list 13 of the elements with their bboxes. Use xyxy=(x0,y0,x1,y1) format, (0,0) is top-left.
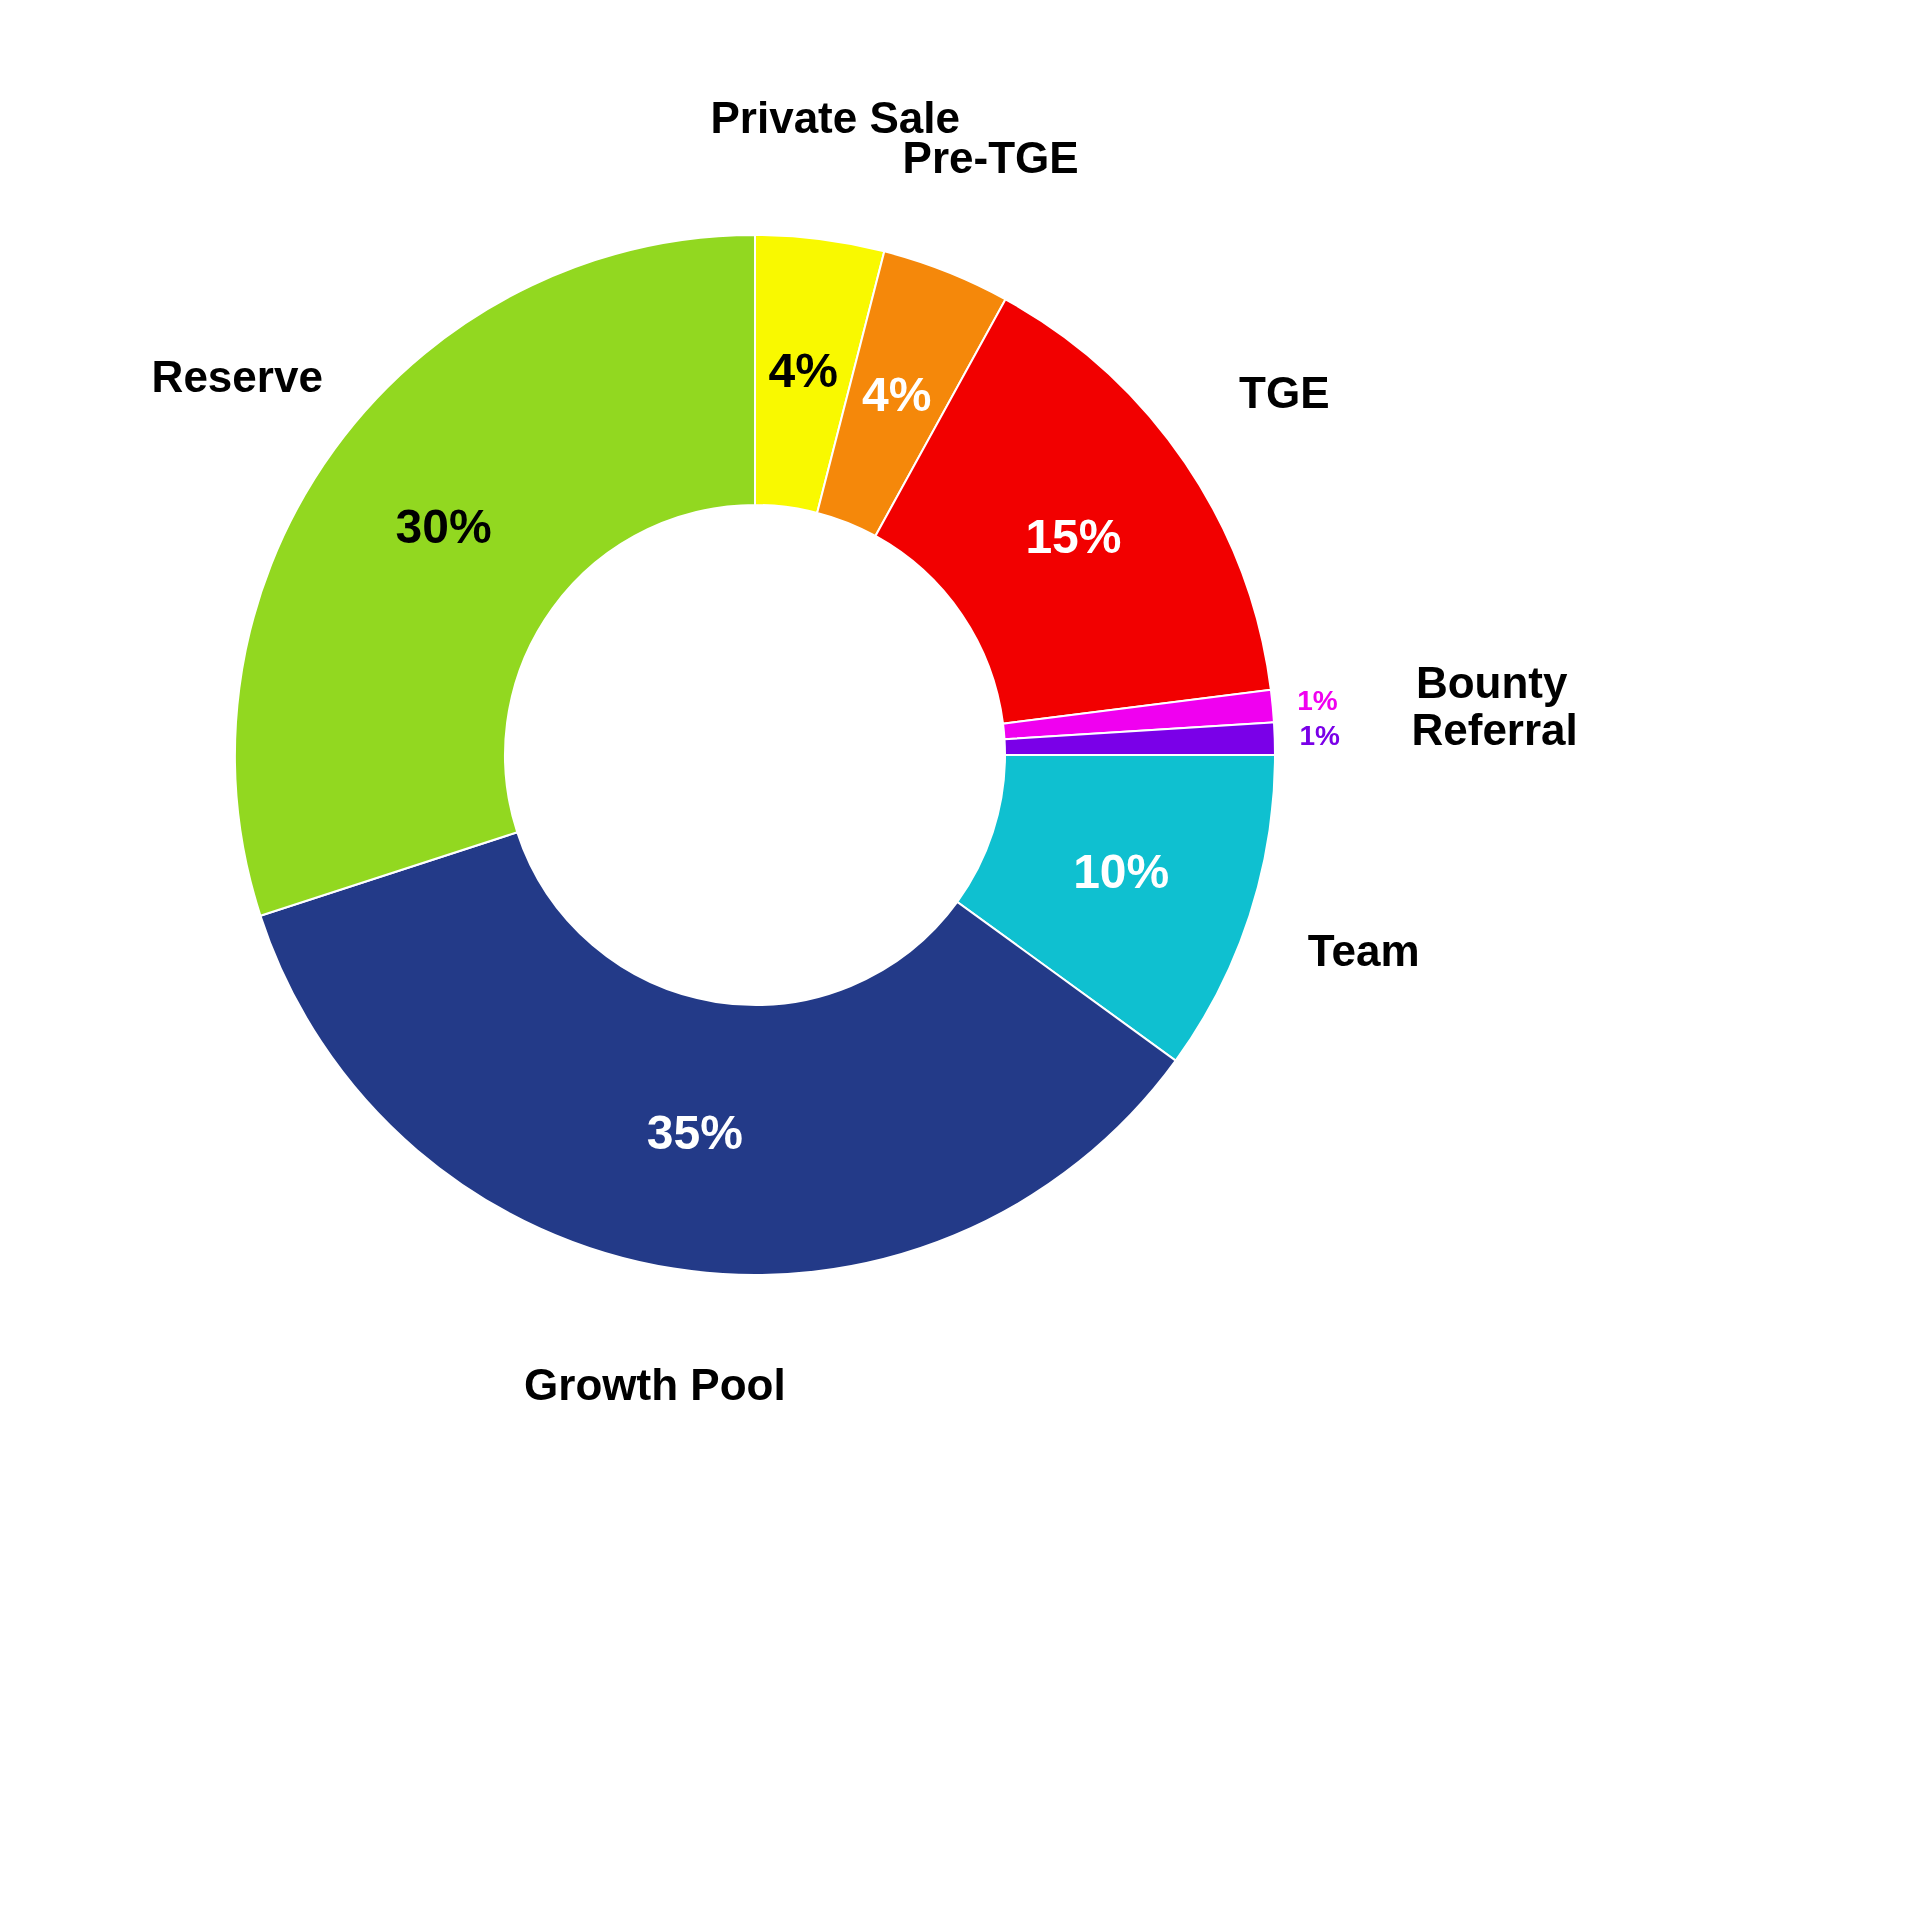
slice-label: Reserve xyxy=(151,351,323,401)
slice-label: Bounty xyxy=(1415,658,1569,708)
slice-label: Team xyxy=(1307,925,1420,975)
data-label: 4% xyxy=(862,368,932,422)
data-label: 10% xyxy=(1073,844,1170,898)
data-label: 4% xyxy=(768,344,838,398)
data-label: 1% xyxy=(1299,720,1341,752)
data-label: 30% xyxy=(395,499,492,553)
data-label: 35% xyxy=(646,1106,743,1160)
slice-label: Growth Pool xyxy=(524,1360,786,1410)
slice-label: TGE xyxy=(1239,368,1330,418)
data-label: 15% xyxy=(1025,509,1122,563)
data-label: 1% xyxy=(1297,684,1338,716)
